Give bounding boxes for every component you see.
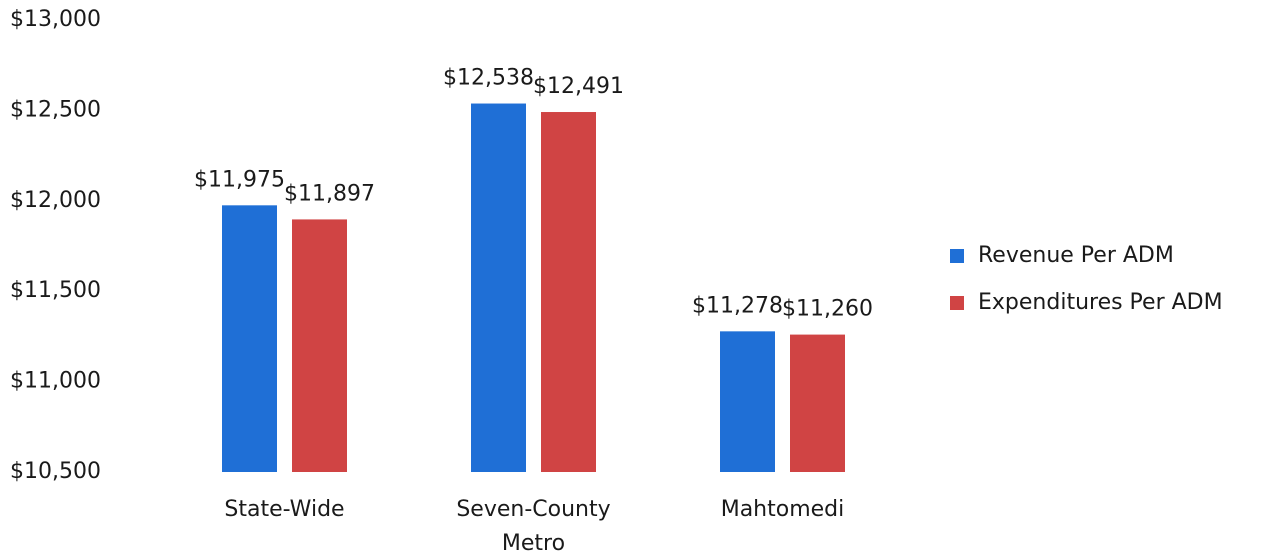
data-label: $12,538 bbox=[443, 66, 534, 91]
legend-swatch bbox=[950, 296, 964, 310]
bar bbox=[720, 331, 775, 472]
data-label: $11,278 bbox=[692, 293, 783, 318]
x-tick-label: Mahtomedi bbox=[721, 497, 845, 522]
data-label: $12,491 bbox=[533, 74, 624, 99]
data-label: $11,975 bbox=[194, 167, 285, 192]
x-tick-label: Seven-County Metro bbox=[456, 497, 610, 556]
data-label: $11,260 bbox=[782, 297, 873, 322]
y-tick-label: $12,000 bbox=[10, 188, 101, 213]
bar bbox=[541, 112, 596, 473]
bar bbox=[292, 219, 347, 472]
y-tick-label: $11,500 bbox=[10, 278, 101, 303]
legend-swatch bbox=[950, 249, 964, 263]
y-tick-label: $10,500 bbox=[10, 459, 101, 484]
bar bbox=[471, 103, 526, 472]
x-tick-label: State-Wide bbox=[224, 497, 344, 522]
bar bbox=[222, 205, 277, 472]
bar bbox=[790, 334, 845, 472]
y-tick-label: $11,000 bbox=[10, 369, 101, 394]
data-label: $11,897 bbox=[284, 181, 375, 206]
legend-label: Expenditures Per ADM bbox=[978, 290, 1223, 315]
legend-label: Revenue Per ADM bbox=[978, 243, 1174, 268]
y-tick-label: $12,500 bbox=[10, 97, 101, 122]
y-tick-label: $13,000 bbox=[10, 7, 101, 32]
